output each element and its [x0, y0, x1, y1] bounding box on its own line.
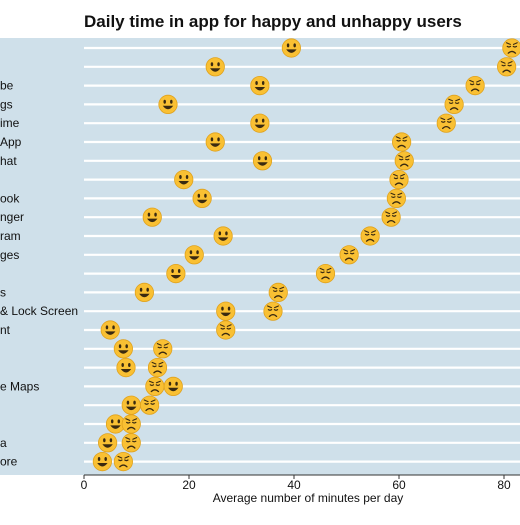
category-label: ore: [0, 455, 18, 469]
category-label: hat: [0, 154, 17, 168]
happy-face-point: [205, 132, 225, 152]
happy-face-point: [92, 452, 112, 472]
category-label: s: [0, 285, 6, 299]
happy-face-point: [184, 245, 204, 265]
happy-face-point: [192, 188, 212, 208]
unhappy-face-point: [216, 320, 236, 340]
chart-title: Daily time in app for happy and unhappy …: [84, 12, 462, 31]
unhappy-face-point: [502, 38, 520, 58]
x-tick-label: 20: [182, 478, 196, 492]
unhappy-face-point: [140, 395, 160, 415]
happy-face-point: [100, 320, 120, 340]
x-tick-label: 40: [287, 478, 301, 492]
happy-face-point: [166, 264, 186, 284]
happy-face-point: [216, 301, 236, 321]
unhappy-face-point: [389, 170, 409, 190]
category-label: e Maps: [0, 379, 39, 393]
grid-layer: [84, 46, 520, 463]
x-axis-label: Average number of minutes per day: [213, 491, 404, 505]
category-label: App: [0, 135, 22, 149]
happy-face-point: [116, 358, 136, 378]
happy-face-point: [213, 226, 233, 246]
category-labels: be gs ime App hat ook nger ram ges s & Lock Screen…: [0, 79, 78, 469]
happy-face-point: [281, 38, 301, 58]
category-label: ime: [0, 116, 20, 130]
unhappy-face-point: [145, 376, 165, 396]
happy-face-point: [98, 433, 118, 453]
unhappy-face-point: [381, 207, 401, 227]
happy-face-point: [250, 113, 270, 133]
category-label: ges: [0, 248, 19, 262]
unhappy-face-point: [444, 94, 464, 115]
happy-face-point: [252, 151, 273, 171]
category-label: & Lock Screen: [0, 304, 78, 318]
unhappy-face-point: [121, 414, 141, 434]
unhappy-face-point: [147, 358, 168, 378]
x-tick-label: 80: [497, 478, 511, 492]
category-label: gs: [0, 97, 13, 111]
x-axis: 0 20 40 60 80: [81, 474, 520, 492]
points-layer: [92, 38, 520, 472]
category-label: ram: [0, 229, 21, 243]
unhappy-face-point: [394, 151, 414, 171]
happy-face-point: [121, 395, 141, 415]
unhappy-face-point: [497, 57, 517, 77]
happy-face-point: [250, 75, 270, 96]
happy-face-point: [158, 94, 178, 115]
x-tick-label: 0: [81, 478, 88, 492]
unhappy-face-point: [436, 113, 456, 133]
happy-face-point: [174, 170, 194, 190]
unhappy-face-point: [360, 226, 380, 246]
category-label: ook: [0, 191, 20, 205]
unhappy-face-point: [263, 301, 283, 321]
unhappy-face-point: [113, 452, 133, 472]
category-label: be: [0, 79, 14, 93]
unhappy-face-point: [339, 245, 359, 265]
x-tick-label: 60: [392, 478, 406, 492]
happy-face-point: [163, 376, 183, 396]
unhappy-face-point: [315, 264, 336, 284]
category-label: a: [0, 436, 7, 450]
happy-face-point: [134, 282, 154, 302]
happy-face-point: [105, 414, 126, 434]
unhappy-face-point: [386, 188, 406, 208]
category-label: nt: [0, 323, 11, 337]
plot-background: [0, 38, 520, 475]
category-label: nger: [0, 210, 24, 224]
unhappy-face-point: [268, 282, 288, 302]
happy-face-point: [205, 57, 225, 77]
unhappy-face-point: [121, 433, 141, 453]
unhappy-face-point: [392, 132, 412, 152]
unhappy-face-point: [465, 75, 485, 96]
happy-face-point: [142, 207, 162, 227]
unhappy-face-point: [153, 339, 173, 359]
happy-face-point: [113, 339, 133, 359]
